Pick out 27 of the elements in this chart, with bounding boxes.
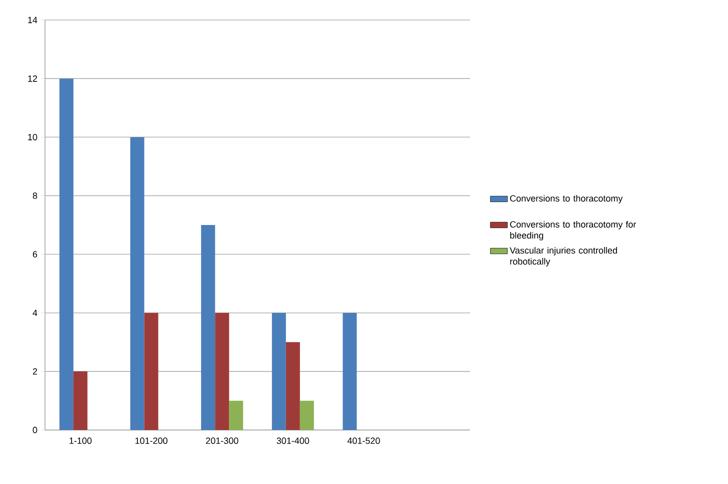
bar — [229, 400, 244, 430]
y-tick-label: 12 — [28, 75, 38, 82]
bar — [73, 371, 88, 430]
legend-label: Vascular injuries controlled robotically — [510, 246, 617, 266]
bar — [59, 78, 74, 430]
y-tick-label: 0 — [32, 426, 38, 434]
y-tick-label: 2 — [32, 368, 38, 375]
bar — [130, 137, 144, 430]
bar — [342, 312, 357, 430]
legend-label: Conversions to thoracotomy — [510, 194, 623, 204]
bar — [286, 342, 300, 430]
y-tick-label: 14 — [28, 16, 38, 24]
bar — [272, 312, 286, 430]
x-tick-label: 101-200 — [135, 438, 168, 444]
bar — [300, 400, 314, 430]
x-tick-label: 401-520 — [347, 438, 380, 444]
bar — [201, 224, 216, 430]
x-tick-label: 1-100 — [70, 438, 92, 444]
legend-label: Conversions to thoracotomy for bleeding — [510, 220, 636, 240]
bar — [215, 312, 230, 430]
y-tick-label: 8 — [32, 192, 38, 199]
y-tick-label: 4 — [32, 310, 38, 316]
x-tick-label: 301-400 — [276, 438, 310, 444]
y-tick-label: 6 — [32, 251, 38, 258]
y-tick-label: 10 — [28, 134, 38, 140]
x-tick-label: 201-300 — [206, 438, 238, 444]
bar — [144, 312, 158, 430]
